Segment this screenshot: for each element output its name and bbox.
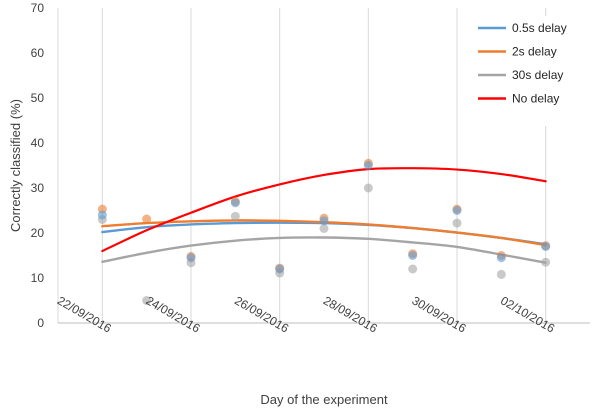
trendline-30s-delay <box>101 236 547 264</box>
point-30s-delay-9 <box>496 269 506 279</box>
point-0-5s-delay-8 <box>452 206 462 215</box>
y-tick-50: 50 <box>31 91 45 105</box>
y-tick-20: 20 <box>31 226 45 240</box>
point-0-5s-delay-7 <box>408 251 418 260</box>
point-30s-delay-5 <box>319 224 329 233</box>
x-tick-2: 26/09/2016 <box>232 293 291 335</box>
trendline-no-delay <box>101 167 547 253</box>
x-tick-4: 30/09/2016 <box>409 293 468 335</box>
y-tick-10: 10 <box>31 271 45 285</box>
x-axis-title: Day of the experiment <box>260 392 388 407</box>
point-0-5s-delay-10 <box>541 242 551 251</box>
point-30s-delay-1 <box>142 296 152 305</box>
y-tick-60: 60 <box>31 46 45 60</box>
point-0-5s-delay-2 <box>186 253 196 263</box>
point-2s-delay-1 <box>142 214 152 224</box>
x-tick-1: 24/09/2016 <box>143 293 202 335</box>
point-0-5s-delay-4 <box>275 264 285 274</box>
legend-label-30s-delay: 30s delay <box>512 68 563 82</box>
y-tick-40: 40 <box>31 136 45 150</box>
point-30s-delay-10 <box>541 257 551 267</box>
x-tick-labels: 22/09/2016 24/09/2016 26/09/2016 28/09/2016… <box>55 293 558 335</box>
point-0-5s-delay-3 <box>230 198 240 208</box>
legend-label-0-5s-delay: 0.5s delay <box>512 21 567 35</box>
legend-label-no-delay: No delay <box>512 92 559 106</box>
legend-box <box>474 16 580 126</box>
y-tick-0: 0 <box>37 316 44 330</box>
point-0-5s-delay-6 <box>363 161 373 170</box>
point-30s-delay-8 <box>452 218 462 228</box>
point-0-5s-delay-9 <box>496 253 506 263</box>
legend-label-2s-delay: 2s delay <box>512 45 557 59</box>
data-points <box>97 158 551 305</box>
x-tick-3: 28/09/2016 <box>321 293 380 335</box>
x-tick-0: 22/09/2016 <box>55 293 114 335</box>
y-tick-30: 30 <box>31 181 45 195</box>
point-0-5s-delay-0 <box>97 210 107 220</box>
point-30s-delay-7 <box>408 264 418 274</box>
x-tick-5: 02/10/2016 <box>498 293 557 335</box>
point-0-5s-delay-5 <box>319 216 329 226</box>
y-tick-labels: 0 10 20 30 40 50 60 70 <box>31 1 45 330</box>
grid <box>57 8 547 323</box>
y-axis-title: Correctly classified (%) <box>8 99 23 232</box>
point-30s-delay-6 <box>363 183 373 193</box>
legend: 0.5s delay 2s delay 30s delay No delay <box>474 16 580 126</box>
y-tick-70: 70 <box>31 1 45 15</box>
point-30s-delay-3 <box>230 211 240 221</box>
